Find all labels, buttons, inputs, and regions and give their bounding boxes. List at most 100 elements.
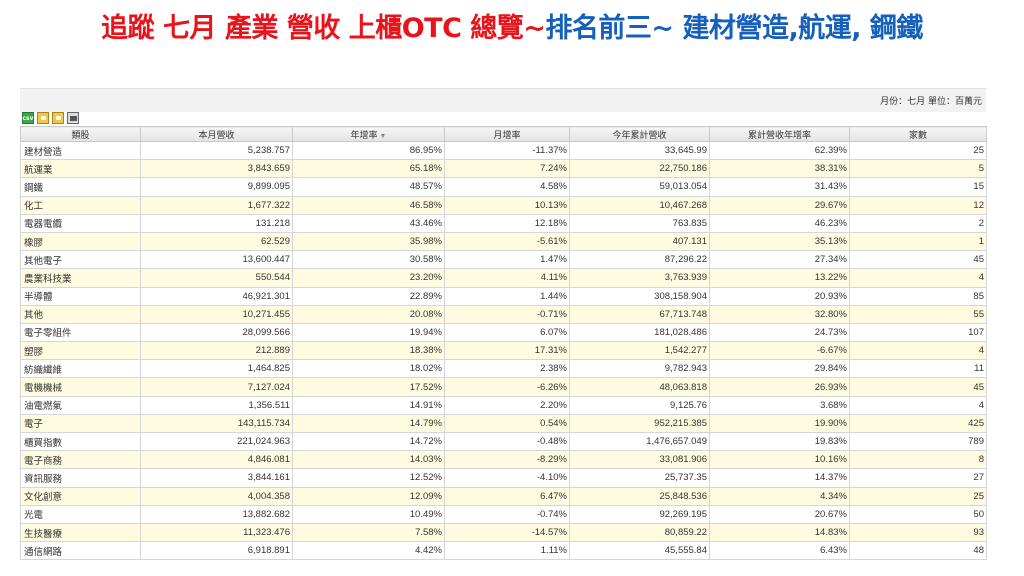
cell-monthly-revenue: 4,846.081	[140, 450, 293, 470]
header-category[interactable]: 類股	[20, 126, 141, 142]
cell-ytd-revenue: 3,763.939	[569, 268, 710, 288]
cell-mom: 4.58%	[444, 177, 570, 197]
cell-company-count: 425	[849, 413, 987, 434]
cell-category: 其他	[20, 304, 141, 324]
cell-yoy: 65.18%	[292, 159, 445, 179]
table-row: 化工 1,677.322 46.58% 10.13% 10,467.268 29.67% 1…	[20, 195, 987, 215]
cell-mom: -5.61%	[444, 231, 570, 252]
table-row: 資訊服務 3,844.161 12.52% -4.10% 25,737.35 14.37%…	[20, 468, 987, 488]
cell-ytd-yoy: 6.43%	[709, 541, 850, 561]
table-row: 建材營造 5,238.757 86.95% -11.37% 33,645.99 62.39…	[20, 140, 987, 161]
cell-monthly-revenue: 13,600.447	[140, 250, 293, 270]
cell-category: 紡織纖維	[20, 359, 141, 379]
cell-ytd-yoy: 14.37%	[709, 468, 850, 488]
cell-ytd-yoy: 38.31%	[709, 159, 850, 179]
lock-icon[interactable]	[37, 112, 49, 124]
header-ytd-revenue[interactable]: 今年累計營收	[569, 126, 710, 142]
export-toolbar: csv	[20, 110, 986, 126]
cell-ytd-revenue: 48,063.818	[569, 377, 710, 397]
cell-ytd-revenue: 33,645.99	[569, 140, 710, 161]
cell-company-count: 25	[849, 140, 987, 161]
cell-yoy: 12.09%	[292, 486, 445, 506]
cell-company-count: 789	[849, 431, 987, 452]
cell-monthly-revenue: 1,464.825	[140, 359, 293, 379]
cell-yoy: 14.79%	[292, 413, 445, 434]
cell-monthly-revenue: 3,843.659	[140, 159, 293, 179]
cell-category: 油電燃氣	[20, 395, 141, 415]
cell-ytd-yoy: 46.23%	[709, 213, 850, 233]
header-monthly-revenue[interactable]: 本月營收	[140, 126, 293, 142]
cell-ytd-revenue: 25,848.536	[569, 486, 710, 506]
cell-ytd-yoy: 3.68%	[709, 395, 850, 415]
table-row: 電子零組件 28,099.566 19.94% 6.07% 181,028.486 24.…	[20, 322, 987, 343]
print-icon[interactable]	[67, 112, 79, 124]
table-row: 農業科技業 550.544 23.20% 4.11% 3,763.939 13.22% 4	[20, 268, 987, 288]
cell-ytd-revenue: 92,269.195	[569, 504, 710, 524]
cell-mom: 1.11%	[444, 541, 570, 561]
cell-company-count: 55	[849, 304, 987, 324]
cell-monthly-revenue: 131.218	[140, 213, 293, 233]
table-row: 文化創意 4,004.358 12.09% 6.47% 25,848.536 4.34% 2…	[20, 486, 987, 506]
cell-ytd-yoy: 19.90%	[709, 413, 850, 434]
cell-ytd-revenue: 25,737.35	[569, 468, 710, 488]
cell-yoy: 14.72%	[292, 431, 445, 452]
cell-category: 化工	[20, 195, 141, 215]
cell-yoy: 17.52%	[292, 377, 445, 397]
cell-monthly-revenue: 13,882.682	[140, 504, 293, 524]
cell-ytd-yoy: 35.13%	[709, 231, 850, 252]
cell-ytd-yoy: 14.83%	[709, 522, 850, 543]
industry-revenue-table: 類股 本月營收 年增率 ▼ 月增率 今年累計營收 累計營收年增率 家數 建材營造 5…	[20, 126, 987, 561]
cell-mom: 10.13%	[444, 195, 570, 215]
cell-category: 鋼鐵	[20, 177, 141, 197]
cell-ytd-revenue: 1,542.277	[569, 341, 710, 361]
cell-ytd-yoy: 13.22%	[709, 268, 850, 288]
table-row: 橡膠 62.529 35.98% -5.61% 407.131 35.13% 1	[20, 231, 987, 252]
header-mom[interactable]: 月增率	[444, 126, 570, 142]
cell-company-count: 4	[849, 268, 987, 288]
cell-mom: -14.57%	[444, 522, 570, 543]
header-ytd-yoy[interactable]: 累計營收年增率	[709, 126, 850, 142]
header-company-count[interactable]: 家數	[849, 126, 987, 142]
table-row: 鋼鐵 9,899.095 48.57% 4.58% 59,013.054 31.43% 15	[20, 177, 987, 197]
table-row: 通信網路 6,918.891 4.42% 1.11% 45,555.84 6.43% 48	[20, 541, 987, 561]
cell-mom: 6.07%	[444, 322, 570, 343]
cell-category: 航運業	[20, 159, 141, 179]
cell-mom: -0.74%	[444, 504, 570, 524]
table-row: 電機機械 7,127.024 17.52% -6.26% 48,063.818 26.93…	[20, 377, 987, 397]
title-part-1: 追蹤 七月 產業 營收 上櫃OTC 總覽~	[101, 13, 546, 44]
cell-company-count: 107	[849, 322, 987, 343]
lock-icon[interactable]	[52, 112, 64, 124]
cell-yoy: 46.58%	[292, 195, 445, 215]
cell-company-count: 25	[849, 486, 987, 506]
cell-category: 橡膠	[20, 231, 141, 252]
cell-yoy: 22.89%	[292, 286, 445, 306]
table-body: 建材營造 5,238.757 86.95% -11.37% 33,645.99 62.39…	[20, 140, 987, 561]
cell-company-count: 11	[849, 359, 987, 379]
cell-ytd-revenue: 1,476,657.049	[569, 431, 710, 452]
cell-monthly-revenue: 28,099.566	[140, 322, 293, 343]
cell-ytd-revenue: 407.131	[569, 231, 710, 252]
cell-category: 半導體	[20, 286, 141, 306]
cell-ytd-yoy: 26.93%	[709, 377, 850, 397]
cell-ytd-revenue: 22,750.186	[569, 159, 710, 179]
cell-company-count: 45	[849, 250, 987, 270]
cell-ytd-revenue: 33,081.906	[569, 450, 710, 470]
cell-yoy: 30.58%	[292, 250, 445, 270]
cell-ytd-yoy: 27.34%	[709, 250, 850, 270]
cell-yoy: 23.20%	[292, 268, 445, 288]
cell-yoy: 35.98%	[292, 231, 445, 252]
cell-monthly-revenue: 7,127.024	[140, 377, 293, 397]
cell-ytd-revenue: 308,158.904	[569, 286, 710, 306]
cell-company-count: 93	[849, 522, 987, 543]
cell-company-count: 5	[849, 159, 987, 179]
cell-mom: -0.71%	[444, 304, 570, 324]
cell-mom: 1.44%	[444, 286, 570, 306]
cell-monthly-revenue: 550.544	[140, 268, 293, 288]
table-row: 電子 143,115.734 14.79% 0.54% 952,215.385 19.90…	[20, 413, 987, 434]
cell-ytd-revenue: 87,296.22	[569, 250, 710, 270]
header-yoy[interactable]: 年增率 ▼	[292, 126, 445, 142]
csv-icon[interactable]: csv	[22, 112, 34, 124]
cell-monthly-revenue: 3,844.161	[140, 468, 293, 488]
cell-category: 電子商務	[20, 450, 141, 470]
cell-category: 資訊服務	[20, 468, 141, 488]
